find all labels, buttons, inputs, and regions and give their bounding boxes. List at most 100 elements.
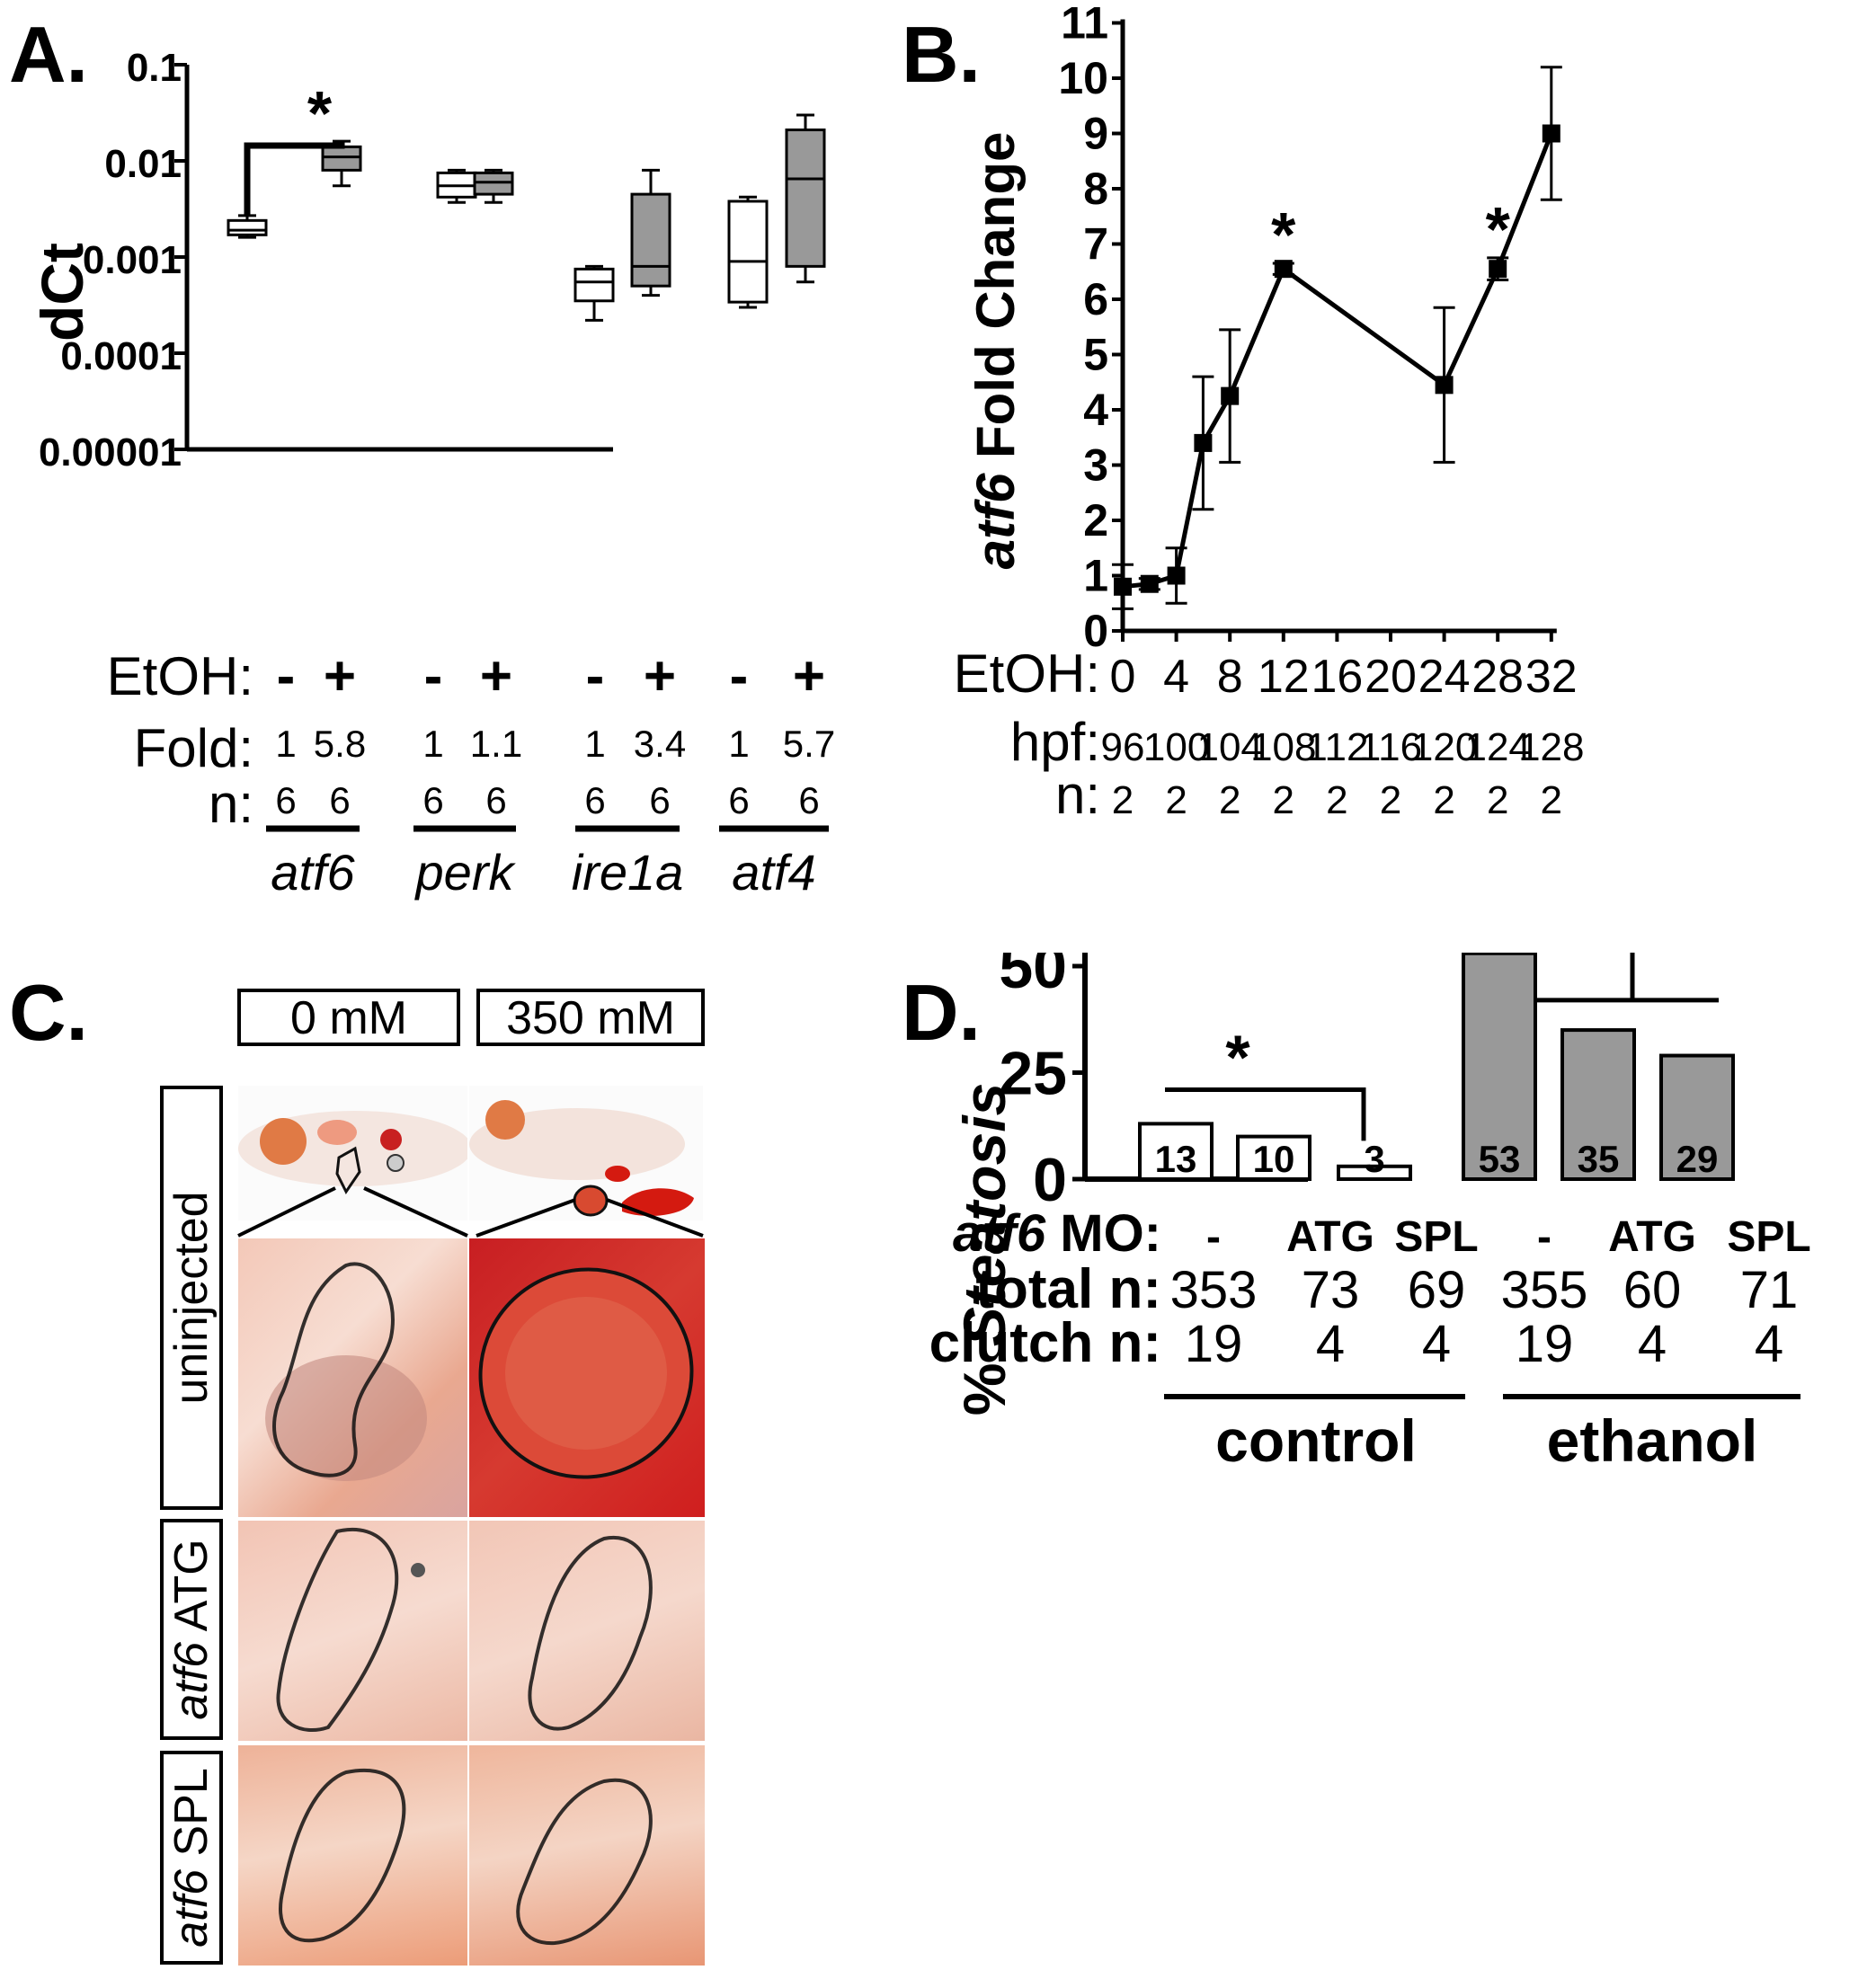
- panel-a-etoh-minus-ire1a: -: [586, 645, 605, 707]
- panel-d-significance-bracket-control: [1165, 1087, 1366, 1141]
- panel-d-group-label-ethanol: ethanol: [1547, 1407, 1758, 1474]
- zoom-lines: [237, 1186, 704, 1238]
- panel-a-ytick-label: 0.0001: [60, 334, 182, 378]
- panel-b-xtick-label: 28: [1471, 651, 1524, 703]
- panel-d-bar: [1236, 1134, 1311, 1182]
- panel-a-box-atf4-: [727, 195, 769, 309]
- panel-a-etoh-minus-atf4: -: [730, 645, 749, 707]
- panel-b-ytick-label: 6: [1083, 274, 1108, 324]
- panel-d-ytick-label: 50: [999, 953, 1067, 1001]
- panel-b-ytick-label: 9: [1083, 109, 1108, 159]
- panel-a-row-label-n: n:: [209, 774, 253, 834]
- panel-a-n-control-ire1a: 6: [584, 779, 605, 821]
- panel-d-mo-value: -: [1206, 1213, 1221, 1261]
- panel-a-etoh-plus-atf6: +: [324, 645, 356, 707]
- panel-b-ytick-label: 11: [1061, 0, 1108, 49]
- panel-b-data-point: [1274, 260, 1293, 279]
- panel-a-etoh-minus-atf6: -: [277, 645, 296, 707]
- row-label-atf6-spl: atf6 SPL: [160, 1751, 223, 1965]
- panel-d-ylabel-italic: Steatosis: [951, 1083, 1018, 1346]
- panel-b-data-point: [1489, 260, 1507, 279]
- panel-b-ylabel-gene: atf6: [965, 473, 1026, 569]
- box-body: [573, 267, 615, 303]
- panel-d-mo-value: SPL: [1727, 1213, 1810, 1261]
- box-body: [321, 145, 362, 172]
- panel-a-ytick-label: 0.01: [104, 142, 182, 186]
- panel-b-row-label-n: n:: [1055, 765, 1100, 825]
- panel-d-row-label-mo-gene: atf6: [953, 1204, 1046, 1263]
- panel-b-row-label-hpf: hpf:: [1010, 712, 1100, 772]
- panel-a-gene-label-ire1a: ire1a: [572, 844, 684, 901]
- panel-d: D. % Steatosis 025507510013103533529**at…: [899, 953, 1876, 1970]
- panel-d-bar: [1138, 1122, 1214, 1182]
- panel-d-bar-value-label: 53: [1479, 1138, 1521, 1180]
- panel-a-n-etoh-atf4: 6: [798, 779, 819, 821]
- row-label-atf6-atg: atf6 ATG: [160, 1519, 223, 1740]
- panel-a-gene-label-atf4: atf4: [732, 844, 815, 901]
- panel-b-xtick-label: 8: [1217, 651, 1243, 703]
- panel-a-etoh-plus-perk: +: [480, 645, 512, 707]
- panel-b-xtick-label: 32: [1525, 651, 1578, 703]
- panel-b-data-point: [1167, 566, 1186, 585]
- panel-d-bar-value-label: 13: [1155, 1138, 1197, 1180]
- panel-a-ylabel: dCt: [29, 243, 95, 342]
- panel-d-row-label-mo-rest: MO:: [1045, 1204, 1161, 1263]
- panel-b-ytick-label: 4: [1083, 385, 1108, 435]
- panel-b-n-value: 2: [1165, 778, 1187, 822]
- panel-a: A. dCt 0.1 0.01 0.001 0.0001 0.00001 * EtOH: Fo…: [0, 0, 935, 908]
- panel-a-ytick-label: 0.1: [127, 46, 182, 90]
- panel-b-hpf-value: 104: [1196, 725, 1262, 769]
- panel-a-row-label-fold: Fold:: [134, 718, 253, 778]
- column-header-0mm-label: 0 mM: [290, 992, 407, 1044]
- panel-a-gene-label-perk: perk: [414, 844, 517, 901]
- panel-d-mo-value: ATG: [1286, 1213, 1374, 1261]
- panel-d-total-n-value: 60: [1623, 1261, 1682, 1319]
- box-body: [227, 218, 268, 236]
- panel-b-xtick-label: 16: [1311, 651, 1363, 703]
- panel-a-n-etoh-perk: 6: [485, 779, 506, 821]
- panel-d-clutch-n-value: 4: [1422, 1315, 1451, 1373]
- panel-d-row-label-mo: atf6 MO:: [953, 1204, 1161, 1263]
- box-body: [630, 192, 671, 288]
- panel-b-ytick-label: 0: [1083, 606, 1108, 656]
- panel-d-ytick-label: 0: [1033, 1146, 1067, 1214]
- row-label-uninjected: uninjected: [160, 1086, 223, 1510]
- box-body: [785, 129, 826, 268]
- panel-a-significance-star: *: [307, 78, 333, 148]
- panel-b-hpf-value: 124: [1464, 725, 1530, 769]
- panel-d-clutch-n-value: 19: [1185, 1315, 1243, 1373]
- box-body: [727, 200, 769, 304]
- panel-d-bar-value-label: 29: [1676, 1138, 1719, 1180]
- panel-a-fold-etoh-perk: 1.1: [470, 723, 522, 765]
- panel-a-box-atf6plus: [321, 139, 362, 188]
- panel-a-box-atf4plus: [785, 113, 826, 284]
- panel-b-hpf-value: 100: [1143, 725, 1209, 769]
- panel-b-data-point: [1542, 124, 1560, 143]
- panel-d-bar-value-label: 35: [1578, 1138, 1620, 1180]
- panel-b-ytick-label: 10: [1058, 53, 1108, 103]
- panel-b-n-value: 2: [1433, 778, 1454, 822]
- panel-d-total-n-value: 353: [1170, 1261, 1258, 1319]
- liver-image-atg-350mm: [469, 1521, 705, 1741]
- panel-b-hpf-value: 108: [1250, 725, 1316, 769]
- panel-d-chart: % Steatosis 025507510013103533529**atf6 …: [929, 953, 1811, 1474]
- panel-b-n-value: 2: [1273, 778, 1294, 822]
- liver-image-uninjected-0mm: [238, 1238, 467, 1517]
- panel-d-ylabel-prefix: %: [951, 1346, 1018, 1415]
- larva-image-350mm: [469, 1086, 703, 1220]
- liver-image-atg-0mm: [238, 1521, 467, 1741]
- panel-a-n-etoh-atf6: 6: [329, 779, 350, 821]
- panel-b-hpf-value: 120: [1411, 725, 1477, 769]
- panel-a-etoh-plus-ire1a: +: [644, 645, 676, 707]
- column-header-350mm-label: 350 mM: [506, 992, 675, 1044]
- panel-a-significance-bracket: [244, 141, 345, 216]
- panel-b-letter: B.: [902, 10, 981, 99]
- panel-b-n-value: 2: [1219, 778, 1240, 822]
- panel-b-ytick-label: 5: [1083, 330, 1108, 380]
- panel-a-box-atf6-: [227, 214, 268, 239]
- panel-b-ytick-label: 3: [1083, 440, 1108, 491]
- panel-d-significance-star-control: *: [1225, 1022, 1250, 1092]
- panel-a-ytick-label: 0.001: [83, 238, 182, 282]
- panel-d-bar: [1560, 1028, 1636, 1181]
- panel-d-bar-value-label: 3: [1364, 1138, 1384, 1180]
